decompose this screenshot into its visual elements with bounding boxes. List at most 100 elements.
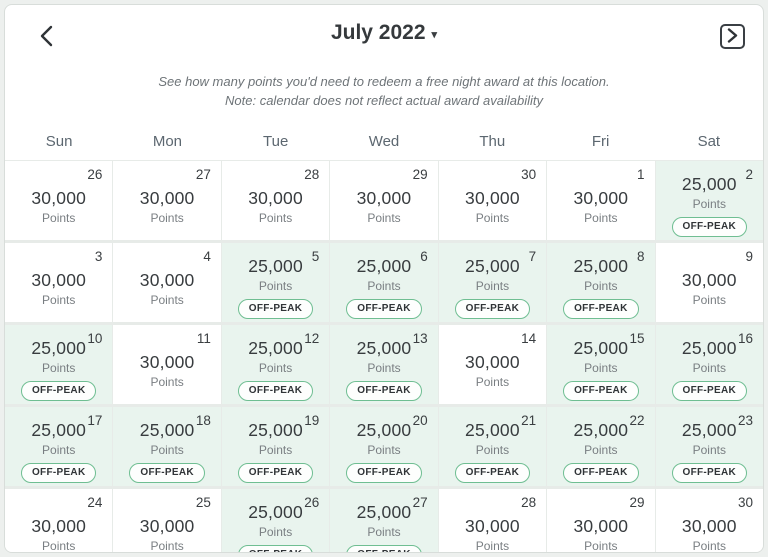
day-cell: 14 30,000 Points: [438, 324, 547, 404]
day-cell: 26 30,000 Points: [5, 160, 113, 240]
day-number: 8: [637, 248, 645, 264]
day-number: 27: [412, 494, 428, 510]
day-number: 25: [195, 494, 211, 510]
points-label: Points: [367, 360, 401, 375]
off-peak-badge: OFF-PEAK: [237, 462, 314, 483]
points-label: Points: [584, 442, 618, 457]
points-value: 25,000: [31, 337, 87, 358]
points-label: Points: [42, 292, 76, 307]
award-calendar-card: July 2022 ▾ See how many points you'd ne…: [4, 4, 764, 553]
off-peak-badge: OFF-PEAK: [454, 462, 531, 483]
day-number: 7: [528, 248, 537, 264]
weekday-label: Fri: [591, 132, 610, 150]
points-value: 30,000: [139, 187, 195, 208]
day-cell: 6 25,000 Points OFF-PEAK: [330, 242, 438, 322]
day-cell: 27 30,000 Points: [113, 160, 221, 240]
day-cell: 10 25,000 Points OFF-PEAK: [5, 324, 113, 404]
calendar-disclaimer-text: See how many points you'd need to redeem…: [158, 74, 610, 108]
points-value: 25,000: [573, 255, 629, 276]
off-peak-badge: OFF-PEAK: [671, 462, 748, 483]
day-number: 3: [94, 248, 103, 264]
next-month-button[interactable]: [720, 24, 745, 49]
day-cell: 23 25,000 Points OFF-PEAK: [655, 406, 763, 486]
off-peak-badge: OFF-PEAK: [563, 462, 639, 483]
points-value: 25,000: [248, 337, 303, 358]
points-label: Points: [150, 538, 184, 553]
day-cell: 7 25,000 Points OFF-PEAK: [438, 242, 547, 322]
weekday-label: Wed: [368, 132, 400, 150]
off-peak-badge: OFF-PEAK: [671, 380, 748, 401]
off-peak-badge: OFF-PEAK: [563, 380, 639, 401]
points-value: 30,000: [31, 269, 87, 290]
points-value: 30,000: [573, 187, 629, 208]
points-label: Points: [475, 210, 510, 225]
weekday-label: Mon: [152, 132, 183, 150]
day-number: 23: [737, 412, 753, 428]
points-value: 25,000: [248, 255, 303, 276]
day-cell: 4 30,000 Points: [113, 242, 221, 322]
points-label: Points: [692, 538, 726, 553]
points-value: 30,000: [465, 187, 520, 208]
day-cell: 12 25,000 Points OFF-PEAK: [221, 324, 330, 404]
points-label: Points: [42, 210, 76, 225]
day-number: 1: [637, 166, 645, 182]
day-number: 29: [412, 166, 428, 182]
month-title: July 2022: [330, 21, 426, 44]
off-peak-badge: OFF-PEAK: [454, 298, 531, 319]
day-number: 17: [87, 412, 103, 428]
day-number: 26: [304, 494, 320, 510]
points-value: 25,000: [356, 255, 412, 276]
points-label: Points: [475, 374, 510, 389]
weekday-label: Sat: [697, 132, 721, 150]
points-label: Points: [475, 278, 510, 293]
points-value: 25,000: [31, 419, 87, 440]
points-label: Points: [367, 278, 401, 293]
points-label: Points: [692, 442, 726, 457]
previous-month-button[interactable]: [33, 23, 59, 51]
day-number: 22: [629, 412, 645, 428]
day-number: 4: [203, 248, 211, 264]
day-number: 6: [420, 248, 428, 264]
points-value: 25,000: [356, 419, 412, 440]
day-number: 10: [87, 330, 103, 346]
points-value: 30,000: [139, 351, 195, 372]
points-label: Points: [584, 538, 618, 553]
day-cell: 28 30,000 Points: [438, 488, 547, 553]
points-label: Points: [584, 210, 618, 225]
points-label: Points: [692, 292, 726, 307]
points-label: Points: [150, 374, 184, 389]
day-cell: 30 30,000 Points: [438, 160, 547, 240]
off-peak-badge: OFF-PEAK: [129, 462, 205, 483]
day-cell: 9 30,000 Points: [655, 242, 763, 322]
day-cell: 16 25,000 Points OFF-PEAK: [655, 324, 763, 404]
points-label: Points: [42, 538, 76, 553]
day-cell: 20 25,000 Points OFF-PEAK: [330, 406, 438, 486]
points-label: Points: [42, 442, 76, 457]
day-number: 14: [521, 330, 537, 346]
points-value: 30,000: [465, 351, 520, 372]
day-number: 18: [195, 412, 211, 428]
weekday-label: Tue: [263, 132, 289, 150]
day-number: 13: [412, 330, 428, 346]
month-selector-button[interactable]: July 2022 ▾: [331, 21, 437, 45]
points-value: 25,000: [356, 337, 412, 358]
day-cell: 18 25,000 Points OFF-PEAK: [113, 406, 221, 486]
off-peak-badge: OFF-PEAK: [671, 216, 748, 237]
day-cell: 5 25,000 Points OFF-PEAK: [221, 242, 330, 322]
points-label: Points: [584, 360, 618, 375]
points-label: Points: [258, 524, 293, 539]
points-label: Points: [150, 210, 184, 225]
points-label: Points: [692, 360, 726, 375]
off-peak-badge: OFF-PEAK: [20, 462, 97, 483]
day-number: 12: [304, 330, 320, 346]
weekday-label: Thu: [479, 132, 506, 150]
off-peak-badge: OFF-PEAK: [20, 380, 97, 401]
off-peak-badge: OFF-PEAK: [237, 298, 314, 319]
points-label: Points: [475, 538, 510, 553]
day-cell: 2 25,000 Points OFF-PEAK: [655, 160, 763, 240]
day-number: 21: [521, 412, 537, 428]
day-cell: 1 30,000 Points: [547, 160, 655, 240]
calendar-grid: 26 30,000 Points 27 30,000 Points 28 30,000 Poin…: [5, 159, 763, 553]
